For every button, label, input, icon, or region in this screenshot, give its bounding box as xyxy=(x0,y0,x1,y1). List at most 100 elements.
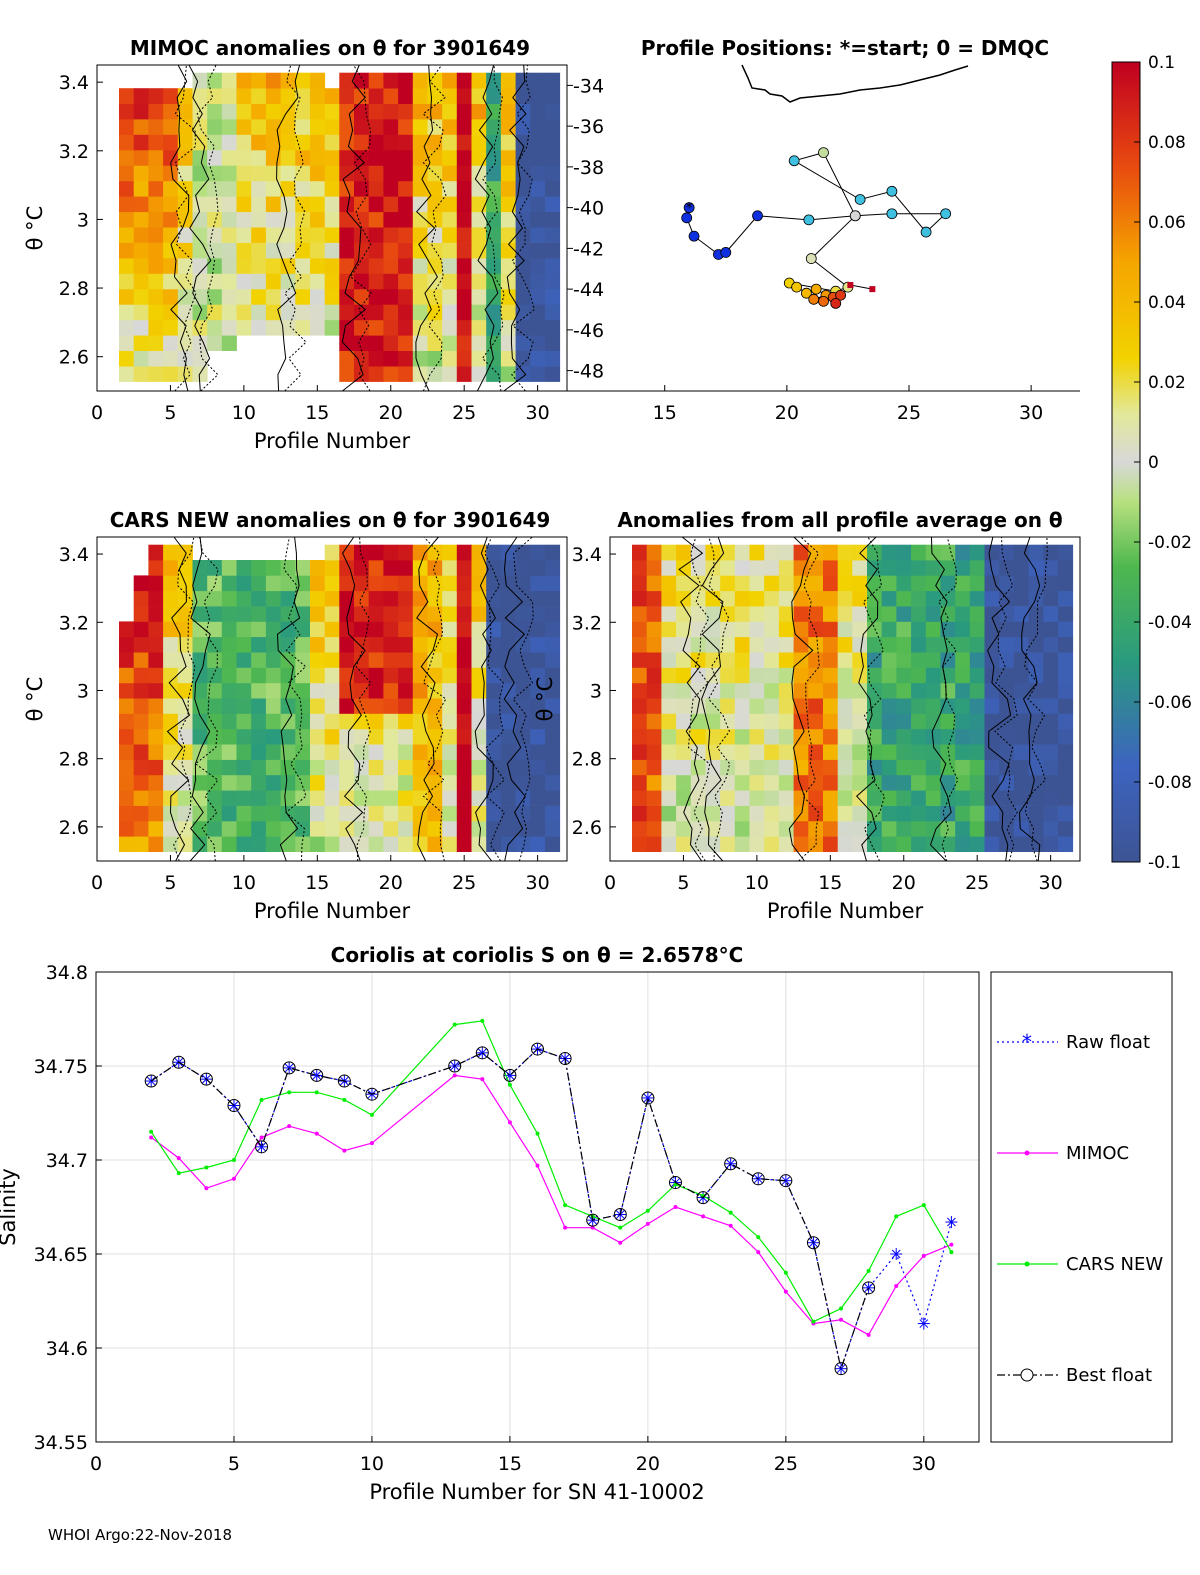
heatmap-cell xyxy=(221,560,237,576)
heatmap-cell xyxy=(163,544,179,561)
heatmap-cell xyxy=(764,713,780,730)
cars-axes-box xyxy=(96,536,568,862)
colorbar-tick-label: -0.04 xyxy=(1148,613,1192,633)
heatmap-cell xyxy=(265,790,281,806)
heatmap-cell xyxy=(368,350,384,367)
heatmap-cell xyxy=(545,667,561,684)
heatmap-cell xyxy=(148,805,164,822)
heatmap-cell xyxy=(163,652,179,668)
heatmap-cell xyxy=(778,698,794,714)
heatmap-cell xyxy=(545,774,561,791)
track-point xyxy=(810,283,822,295)
heatmap-cell xyxy=(442,134,458,151)
heatmap-cell xyxy=(690,744,706,760)
heatmap-cell xyxy=(221,728,237,745)
heatmap-cell xyxy=(778,667,794,684)
heatmap-cell xyxy=(236,836,252,852)
heatmap-cell xyxy=(310,273,326,290)
heatmap-cell xyxy=(251,165,267,182)
heatmap-cell xyxy=(207,682,223,699)
heatmap-cell xyxy=(310,698,326,714)
heatmap-cell xyxy=(368,196,384,213)
track-point xyxy=(788,155,800,167)
heatmap-cell xyxy=(925,713,941,730)
heatmap-cell xyxy=(999,774,1015,791)
heatmap-cell xyxy=(412,698,428,714)
y-tick-label: 2.6 xyxy=(59,817,89,839)
heatmap-cell xyxy=(133,242,149,259)
heatmap-cell xyxy=(427,836,443,852)
heatmap-cell xyxy=(427,759,443,776)
x-tick-label: 15 xyxy=(305,402,329,424)
heatmap-cell xyxy=(295,560,311,576)
heatmap-cell xyxy=(1013,836,1029,852)
heatmap-cell xyxy=(1043,606,1059,622)
raw-float-marker xyxy=(476,1046,489,1059)
heatmap-cell xyxy=(881,560,897,576)
heatmap-cell xyxy=(207,744,223,760)
y-tick-label: 34.8 xyxy=(46,962,88,984)
heatmap-cell xyxy=(969,790,985,806)
heatmap-cell xyxy=(251,606,267,622)
heatmap-cell xyxy=(1043,713,1059,730)
heatmap-cell xyxy=(911,667,927,684)
heatmap-cell xyxy=(661,544,677,561)
heatmap-cell xyxy=(412,165,428,182)
heatmap-cell xyxy=(778,774,794,791)
heatmap-cell xyxy=(177,652,193,668)
heatmap-cell xyxy=(324,288,340,305)
heatmap-cell xyxy=(530,621,546,638)
heatmap-cell xyxy=(324,621,340,638)
series-point xyxy=(535,1131,540,1136)
heatmap-cell xyxy=(163,759,179,776)
heatmap-cell xyxy=(778,836,794,852)
heatmap-cell xyxy=(221,258,237,274)
heatmap-cell xyxy=(661,744,677,760)
heatmap-cell xyxy=(339,149,355,166)
track-point-square xyxy=(869,286,876,293)
best-float-marker xyxy=(668,1176,682,1190)
heatmap-cell xyxy=(734,544,750,561)
best-float-marker xyxy=(282,1061,296,1075)
heatmap-cell xyxy=(295,682,311,699)
heatmap-cell xyxy=(1028,575,1044,592)
heatmap-cell xyxy=(148,258,164,274)
heatmap-cell xyxy=(632,575,648,592)
contour-line xyxy=(166,536,191,862)
heatmap-cell xyxy=(310,606,326,622)
heatmap-cell xyxy=(265,820,281,837)
heatmap-cell xyxy=(1058,560,1074,576)
heatmap-cell xyxy=(676,759,692,776)
heatmap-cell xyxy=(632,744,648,760)
heatmap-cell xyxy=(324,544,340,561)
heatmap-cell xyxy=(295,820,311,837)
heatmap-cell xyxy=(911,713,927,730)
heatmap-cell xyxy=(310,774,326,791)
track-point xyxy=(752,210,763,222)
heatmap-cell xyxy=(119,820,135,837)
heatmap-cell xyxy=(999,713,1015,730)
heatmap-cell xyxy=(749,744,765,760)
heatmap-cell xyxy=(471,590,487,607)
heatmap-cell xyxy=(310,227,326,243)
heatmap-cell xyxy=(295,698,311,714)
heatmap-cell xyxy=(251,149,267,166)
heatmap-cell xyxy=(999,728,1015,745)
series-point xyxy=(618,1225,623,1230)
heatmap-cell xyxy=(177,820,193,837)
heatmap-cell xyxy=(207,258,223,274)
heatmap-cell xyxy=(354,606,370,622)
heatmap-cell xyxy=(808,590,824,607)
series-point xyxy=(342,1148,347,1153)
legend-marker xyxy=(1024,1261,1030,1267)
heatmap-cell xyxy=(896,836,912,852)
heatmap-cell xyxy=(163,103,179,120)
heatmap-cell xyxy=(764,621,780,638)
heatmap-cell xyxy=(163,350,179,367)
y-tick-label: 2.8 xyxy=(59,749,89,771)
heatmap-cell xyxy=(251,836,267,852)
heatmap-cell xyxy=(221,713,237,730)
heatmap-cell xyxy=(471,196,487,213)
heatmap-cell xyxy=(925,836,941,852)
